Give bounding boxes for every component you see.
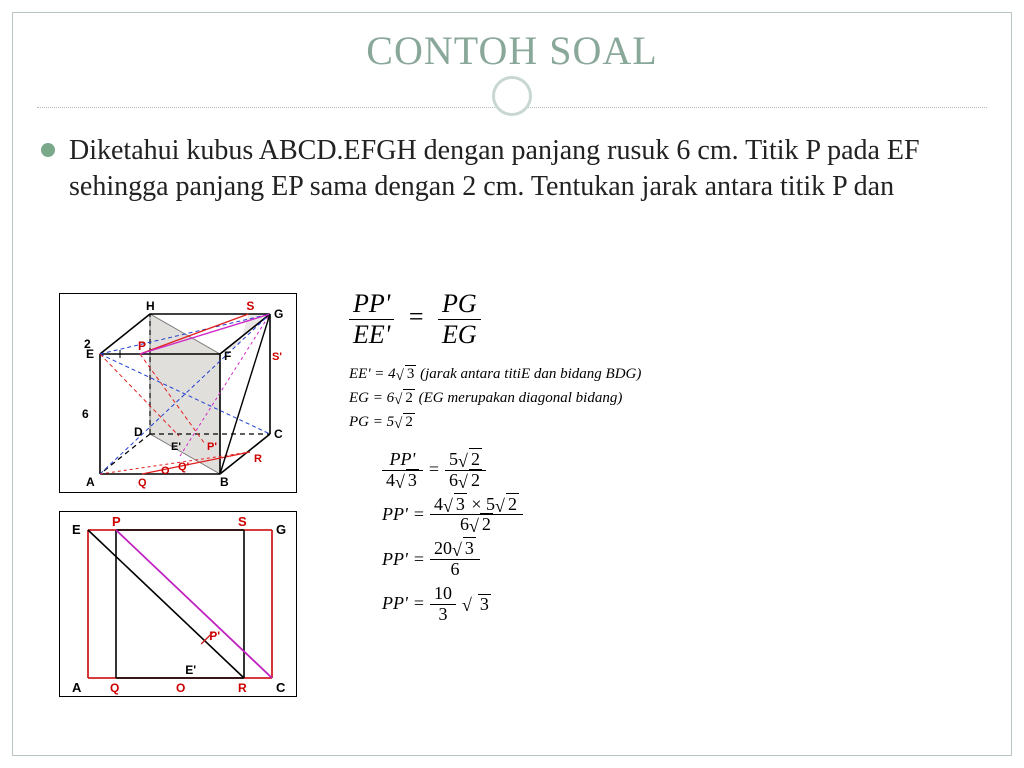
svg-text:E': E'	[185, 663, 196, 677]
svg-text:H: H	[146, 299, 155, 313]
eq-calc: PP'4√3 = 5√26√2 PP'= 4√3 × 5√26√2 PP'= 2…	[379, 444, 789, 630]
svg-text:A: A	[86, 475, 95, 489]
svg-text:S: S	[246, 299, 254, 313]
calc-row-1: PP'4√3 = 5√26√2	[379, 450, 789, 491]
cube-svg: ABCDEFGHPSS'E'P'OQQ'R26	[60, 294, 298, 494]
eq-ln: PP'	[353, 289, 390, 318]
math-column: PP' EE' = PG EG EE' = 4√3 (jarak antara …	[349, 287, 789, 638]
frac-right: PG EG	[438, 289, 481, 350]
plan-svg: P' E'O E G A C P S Q R	[60, 512, 298, 698]
svg-text:Q: Q	[110, 681, 119, 695]
slide: CONTOH SOAL Diketahui kubus ABCD.EFGH de…	[12, 12, 1012, 756]
eq-rd: EG	[442, 320, 477, 349]
svg-text:S': S'	[272, 351, 282, 363]
bullet-icon	[41, 143, 55, 157]
calc-row-4: PP'= 103 √3	[379, 584, 789, 625]
svg-text:P': P'	[207, 441, 217, 453]
eq-equals: =	[409, 302, 424, 331]
eq-rn: PG	[442, 289, 477, 318]
svg-text:G: G	[274, 307, 283, 321]
svg-text:Q': Q'	[178, 461, 190, 473]
svg-text:D: D	[134, 425, 143, 439]
title-area: CONTOH SOAL	[13, 13, 1011, 116]
svg-text:S: S	[238, 514, 247, 529]
eq-known: EE' = 4√3 (jarak antara titiE dan bidang…	[349, 360, 789, 436]
eq-line-1: EE' = 4√3 (jarak antara titiE dan bidang…	[349, 362, 789, 386]
svg-text:C: C	[274, 427, 283, 441]
svg-text:E': E'	[171, 441, 181, 453]
eq-line-3: PG = 5√2	[349, 410, 789, 434]
ring-decoration	[492, 76, 532, 116]
diagrams-column: A B C D E F G H P S S' E' P' O Q Q' R 2 6 P' E'O E G A C P S Q R	[59, 293, 319, 715]
svg-text:G: G	[276, 522, 286, 537]
svg-text:P: P	[138, 339, 146, 353]
svg-text:P: P	[112, 514, 121, 529]
plan-diagram: P' E'O E G A C P S Q R	[59, 511, 297, 697]
svg-text:6: 6	[82, 407, 89, 421]
lower-area: ABCDEFGHPSS'E'P'OQQ'R26 P'E'OEGACPSQR PP…	[59, 293, 983, 755]
svg-text:C: C	[276, 680, 286, 695]
svg-text:2: 2	[84, 337, 91, 351]
cube-diagram: ABCDEFGHPSS'E'P'OQQ'R26	[59, 293, 297, 493]
svg-text:R: R	[238, 681, 247, 695]
eq-ld: EE'	[353, 320, 390, 349]
eq-line-2: EG = 6√2 (EG merupakan diagonal bidang)	[349, 386, 789, 410]
svg-text:A: A	[72, 680, 82, 695]
slide-title: CONTOH SOAL	[13, 27, 1011, 74]
svg-text:P': P'	[209, 629, 220, 643]
content-area: Diketahui kubus ABCD.EFGH dengan panjang…	[41, 133, 983, 206]
calc-row-3: PP'= 20√36	[379, 539, 789, 580]
svg-text:O: O	[176, 681, 185, 695]
svg-text:E: E	[72, 522, 81, 537]
frac-left: PP' EE'	[349, 289, 394, 350]
svg-text:Q: Q	[138, 477, 147, 489]
eq-ratio: PP' EE' = PG EG	[349, 287, 789, 352]
calc-row-2: PP'= 4√3 × 5√26√2	[379, 495, 789, 536]
svg-text:F: F	[224, 349, 231, 363]
svg-text:R: R	[254, 453, 262, 465]
svg-text:B: B	[220, 475, 229, 489]
bullet-text: Diketahui kubus ABCD.EFGH dengan panjang…	[69, 133, 983, 206]
bullet-item: Diketahui kubus ABCD.EFGH dengan panjang…	[41, 133, 983, 206]
svg-text:O: O	[161, 465, 170, 477]
